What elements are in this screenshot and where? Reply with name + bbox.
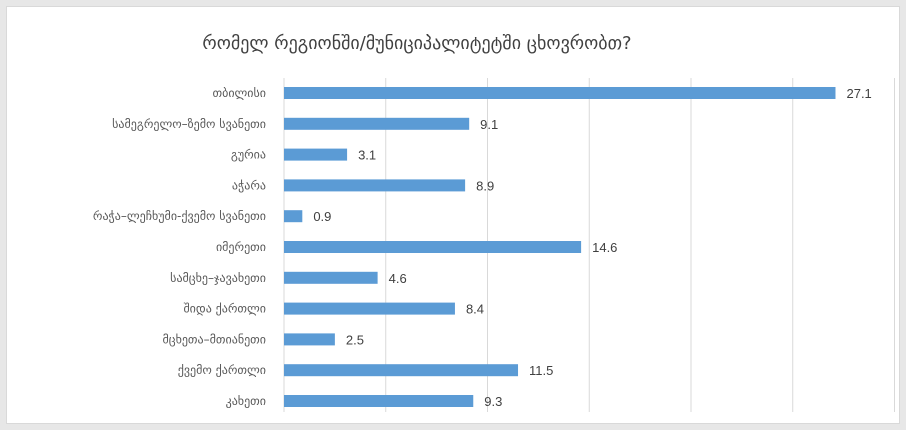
category-label: ქვემო ქართლი: [178, 363, 266, 377]
bar: [284, 179, 466, 192]
bar: [284, 395, 474, 407]
bar: [284, 271, 378, 284]
bar: [284, 241, 582, 253]
value-label: 9.3: [484, 394, 502, 409]
category-label: შიდა ქართლი: [183, 302, 266, 316]
category-label: რაჭა–ლეჩხუმი-ქვემო სვანეთი: [93, 209, 266, 223]
chart-frame: რომელ რეგიონში/მუნიციპალიტეტში ცხოვრობთ?: [6, 6, 900, 424]
value-label: 14.6: [592, 240, 617, 255]
bar: [284, 302, 455, 315]
value-label: 8.9: [476, 178, 494, 193]
value-label: 3.1: [358, 148, 376, 163]
chart-title: რომელ რეგიონში/მუნიციპალიტეტში ცხოვრობთ?: [202, 33, 632, 54]
bar: [284, 87, 836, 99]
category-label: თბილისი: [213, 86, 267, 100]
bar: [284, 117, 470, 130]
category-label: სამცხე–ჯავახეთი: [170, 271, 266, 285]
category-label: იმერეთი: [216, 240, 266, 254]
category-label: აჭარა: [232, 178, 266, 192]
value-label: 27.1: [846, 86, 871, 101]
value-label: 9.1: [480, 117, 498, 132]
value-label: 0.9: [313, 209, 331, 224]
value-label: 4.6: [389, 271, 407, 286]
bar: [284, 148, 348, 161]
value-label: 8.4: [466, 302, 484, 317]
bar: [284, 364, 519, 377]
value-label: 11.5: [529, 363, 553, 378]
bar: [284, 210, 303, 223]
bar: [284, 333, 335, 346]
category-label: კახეთი: [226, 394, 266, 408]
value-label: 2.5: [346, 332, 364, 347]
category-label: მცხეთა–მთიანეთი: [162, 332, 266, 346]
category-label: სამეგრელო–ზემო სვანეთი: [112, 117, 266, 131]
category-label: გურია: [231, 148, 266, 162]
